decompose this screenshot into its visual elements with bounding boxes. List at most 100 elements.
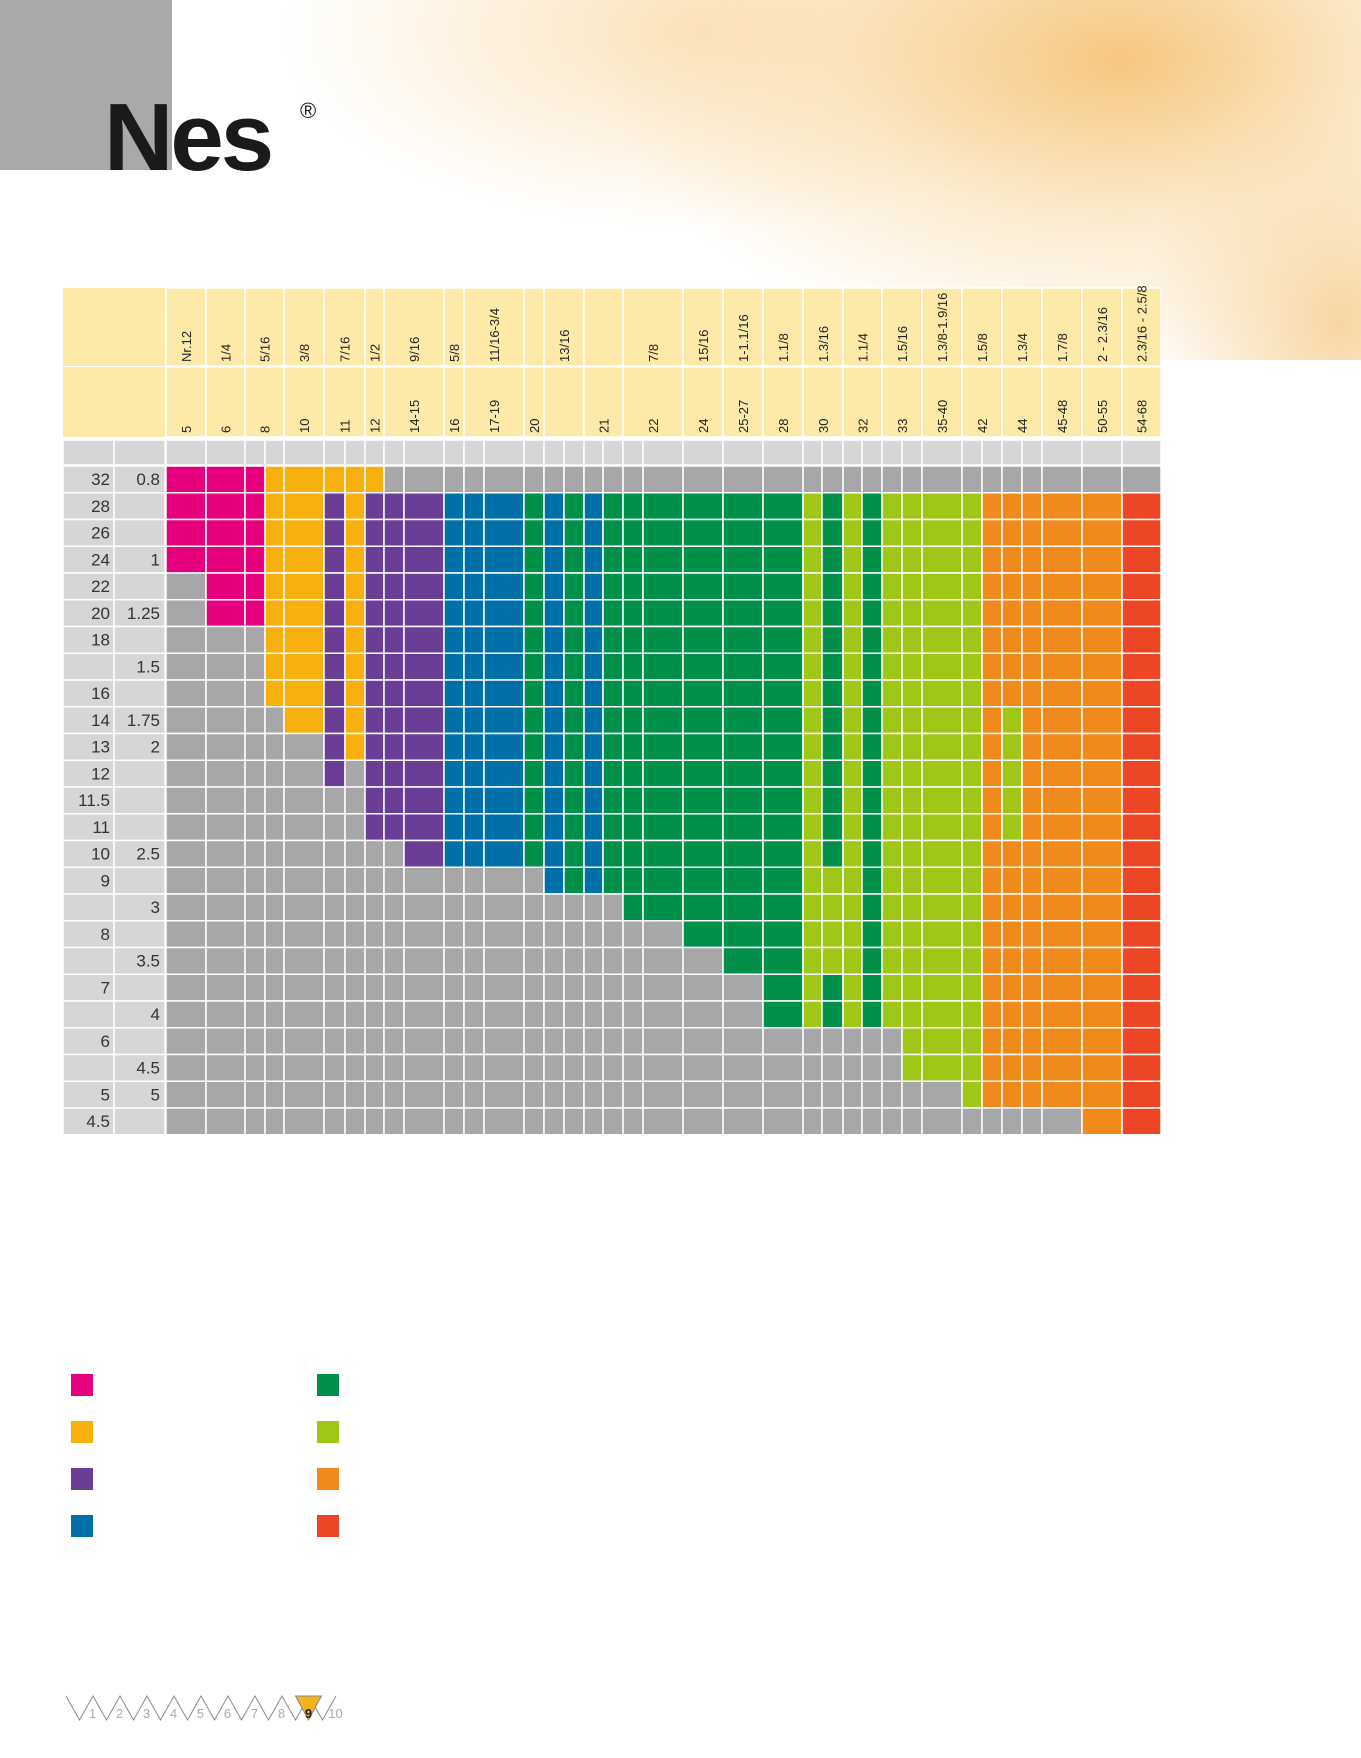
chart-cell	[344, 572, 366, 601]
chart-cell	[383, 893, 405, 922]
pager-page-9[interactable]: 9	[305, 1706, 312, 1721]
chart-cell	[244, 973, 266, 1002]
chart-cell	[1021, 786, 1043, 815]
chart-cell	[622, 599, 644, 628]
chart-cell	[762, 920, 804, 949]
chart-cell	[563, 973, 585, 1002]
chart-cell	[1021, 492, 1043, 521]
chart-cell	[463, 572, 485, 601]
chart-cell	[861, 545, 883, 574]
chart-cell	[463, 465, 485, 494]
chart-cell	[821, 866, 844, 895]
chart-cell	[1041, 839, 1083, 868]
chart-cell	[323, 1053, 346, 1082]
chart-cell	[1001, 973, 1023, 1002]
chart-cell	[921, 492, 963, 521]
chart-cell	[842, 679, 863, 708]
chart-header-band-cell	[264, 439, 285, 466]
chart-cell	[821, 1107, 844, 1136]
chart-cell	[602, 732, 624, 761]
pager-page-3[interactable]: 3	[143, 1706, 150, 1721]
chart-cell	[244, 492, 266, 521]
inch-label: 1-1.1/16	[736, 314, 751, 362]
pager-page-6[interactable]: 6	[224, 1706, 231, 1721]
chart-cell	[283, 786, 325, 815]
chart-cell	[364, 893, 385, 922]
page-navigator[interactable]: 1 2 3 4 5 6 7 8 9 10	[66, 1694, 376, 1722]
pager-page-1[interactable]: 1	[89, 1706, 96, 1721]
chart-cell	[463, 625, 485, 654]
row-label-gauge: 22	[91, 577, 110, 596]
chart-cell	[842, 492, 863, 521]
chart-cell	[244, 545, 266, 574]
chart-cell	[244, 813, 266, 842]
chart-cell	[344, 946, 366, 975]
chart-cell	[901, 973, 923, 1002]
chart-cell	[523, 518, 545, 547]
chart-cell	[981, 679, 1003, 708]
chart-cell	[323, 893, 346, 922]
chart-cell	[722, 518, 764, 547]
chart-cell	[961, 545, 983, 574]
chart-cell	[443, 545, 465, 574]
chart-cell	[264, 732, 285, 761]
chart-cell	[921, 599, 963, 628]
pager-page-7[interactable]: 7	[251, 1706, 258, 1721]
pager-page-8[interactable]: 8	[278, 1706, 285, 1721]
chart-cell	[205, 625, 246, 654]
row-label-pitch: 2.5	[136, 845, 160, 864]
chart-cell	[543, 1053, 565, 1082]
chart-cell	[483, 465, 525, 494]
chart-cell	[383, 732, 405, 761]
chart-cell	[523, 866, 545, 895]
chart-cell	[583, 920, 604, 949]
chart-cell	[523, 893, 545, 922]
chart-cell	[821, 679, 844, 708]
chart-cell	[921, 679, 963, 708]
chart-cell	[364, 732, 385, 761]
pager-page-5[interactable]: 5	[197, 1706, 204, 1721]
chart-cell	[722, 545, 764, 574]
chart-cell	[802, 813, 823, 842]
chart-cell	[802, 946, 823, 975]
pager-page-2[interactable]: 2	[116, 1706, 123, 1721]
chart-cell	[802, 706, 823, 735]
pager-page-4[interactable]: 4	[170, 1706, 177, 1721]
chart-cell	[483, 492, 525, 521]
chart-cell	[205, 946, 246, 975]
chart-cell	[403, 839, 445, 868]
row-label-pitch: 3	[151, 898, 160, 917]
chart-cell	[921, 973, 963, 1002]
chart-cell	[383, 1080, 405, 1109]
chart-cell	[563, 625, 585, 654]
chart-cell	[1081, 1027, 1123, 1056]
chart-cell	[264, 625, 285, 654]
chart-header-band-cell	[244, 439, 266, 466]
mm-label: 10	[297, 419, 312, 433]
chart-cell	[403, 1080, 445, 1109]
chart-cell	[383, 545, 405, 574]
inch-header-cell	[523, 287, 545, 367]
chart-cell	[1041, 599, 1083, 628]
chart-cell	[165, 599, 207, 628]
chart-cell	[921, 1000, 963, 1029]
chart-cell	[323, 492, 346, 521]
pager-page-10[interactable]: 10	[328, 1706, 342, 1721]
chart-cell	[682, 973, 724, 1002]
mm-header-cell	[921, 366, 963, 438]
inch-label: 2 - 2.3/16	[1095, 307, 1110, 362]
row-label-cell-right	[113, 973, 166, 1002]
chart-cell	[323, 545, 346, 574]
chart-cell	[264, 706, 285, 735]
chart-cell	[821, 839, 844, 868]
chart-cell	[642, 732, 684, 761]
chart-cell	[323, 786, 346, 815]
chart-cell	[722, 732, 764, 761]
chart-cell	[901, 599, 923, 628]
chart-cell	[682, 465, 724, 494]
chart-cell	[344, 813, 366, 842]
chart-cell	[861, 839, 883, 868]
chart-cell	[642, 759, 684, 788]
chart-cell	[1001, 679, 1023, 708]
chart-cell	[583, 625, 604, 654]
